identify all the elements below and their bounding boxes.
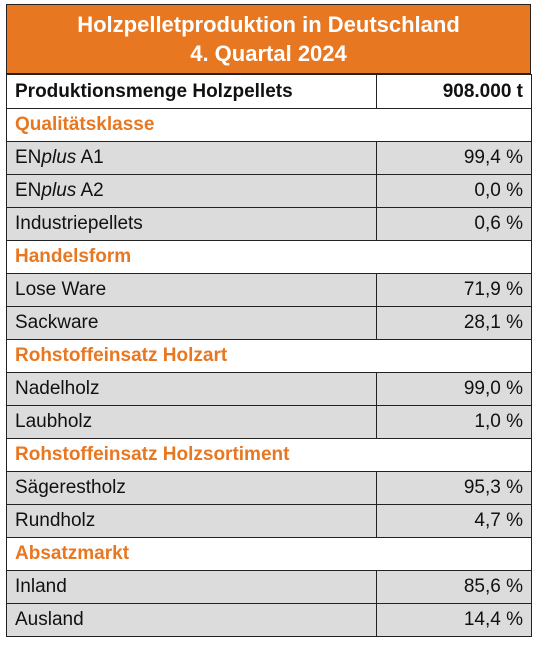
- row-label-italic: plus: [41, 147, 77, 168]
- title-line-1: Holzpelletproduktion in Deutschland: [77, 12, 460, 37]
- production-total-label: Produktionsmenge Holzpellets: [6, 74, 377, 109]
- row-label-text: Nadelholz: [15, 378, 100, 399]
- row-label: Lose Ware: [6, 273, 377, 307]
- row-label: Sackware: [6, 306, 377, 340]
- row-label-suffix: A2: [76, 180, 104, 201]
- row-value: 4,7 %: [376, 504, 532, 538]
- pellet-production-table: Holzpelletproduktion in Deutschland 4. Q…: [6, 4, 532, 637]
- table-row: Nadelholz 99,0 %: [6, 372, 532, 406]
- table-row: Sackware 28,1 %: [6, 306, 532, 340]
- section-title: Qualitätsklasse: [6, 108, 532, 142]
- data-table: Produktionsmenge Holzpellets 908.000 t Q…: [6, 74, 532, 637]
- table-row: Lose Ware 71,9 %: [6, 273, 532, 307]
- section-header: Rohstoffeinsatz Holzsortiment: [6, 438, 532, 472]
- section-header: Absatzmarkt: [6, 537, 532, 571]
- row-value: 0,6 %: [376, 207, 532, 241]
- section-header: Handelsform: [6, 240, 532, 274]
- section-title: Handelsform: [6, 240, 532, 274]
- table-row: Rundholz 4,7 %: [6, 504, 532, 538]
- section-title: Absatzmarkt: [6, 537, 532, 571]
- row-label-suffix: A1: [76, 147, 104, 168]
- section-title: Rohstoffeinsatz Holzsortiment: [6, 438, 532, 472]
- section-header: Rohstoffeinsatz Holzart: [6, 339, 532, 373]
- row-label: Nadelholz: [6, 372, 377, 406]
- row-label-text: EN: [15, 180, 42, 201]
- row-label: Industriepellets: [6, 207, 377, 241]
- row-label-text: Lose Ware: [15, 279, 107, 300]
- section-header: Qualitätsklasse: [6, 108, 532, 142]
- row-value: 1,0 %: [376, 405, 532, 439]
- row-value: 14,4 %: [376, 603, 532, 637]
- table-row: Industriepellets 0,6 %: [6, 207, 532, 241]
- table-row: Laubholz 1,0 %: [6, 405, 532, 439]
- table-title: Holzpelletproduktion in Deutschland 4. Q…: [6, 4, 531, 74]
- row-label-text: Ausland: [15, 609, 84, 630]
- row-label-text: Sackware: [15, 312, 99, 333]
- row-label: Laubholz: [6, 405, 377, 439]
- row-label: Rundholz: [6, 504, 377, 538]
- production-total-value: 908.000 t: [376, 74, 532, 109]
- row-value: 99,4 %: [376, 141, 532, 175]
- row-value: 95,3 %: [376, 471, 532, 505]
- row-label-text: EN: [15, 147, 42, 168]
- production-total-row: Produktionsmenge Holzpellets 908.000 t: [6, 74, 532, 109]
- row-label-italic: plus: [41, 180, 77, 201]
- title-line-2: 4. Quartal 2024: [190, 41, 347, 66]
- row-label: ENplus A2: [6, 174, 377, 208]
- row-label-text: Sägerestholz: [15, 477, 126, 498]
- table-row: Ausland 14,4 %: [6, 603, 532, 637]
- table-row: ENplus A2 0,0 %: [6, 174, 532, 208]
- row-label: Inland: [6, 570, 377, 604]
- table-row: Sägerestholz 95,3 %: [6, 471, 532, 505]
- row-label-text: Laubholz: [15, 411, 93, 432]
- row-label-text: Inland: [15, 576, 67, 597]
- row-label: Ausland: [6, 603, 377, 637]
- row-value: 99,0 %: [376, 372, 532, 406]
- section-title: Rohstoffeinsatz Holzart: [6, 339, 532, 373]
- row-value: 0,0 %: [376, 174, 532, 208]
- row-label-text: Rundholz: [15, 510, 96, 531]
- row-label-text: Industriepellets: [15, 213, 143, 234]
- row-value: 85,6 %: [376, 570, 532, 604]
- row-value: 71,9 %: [376, 273, 532, 307]
- table-row: Inland 85,6 %: [6, 570, 532, 604]
- row-label: Sägerestholz: [6, 471, 377, 505]
- row-label: ENplus A1: [6, 141, 377, 175]
- row-value: 28,1 %: [376, 306, 532, 340]
- table-row: ENplus A1 99,4 %: [6, 141, 532, 175]
